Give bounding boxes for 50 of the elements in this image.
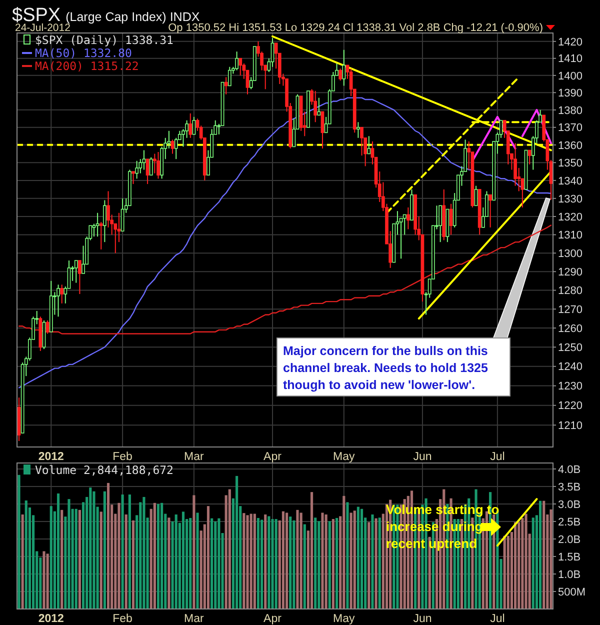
y-tick-label: 1400 — [558, 70, 582, 82]
x-tick-label: 2012 — [38, 613, 64, 625]
y-tick-label: 1380 — [558, 104, 582, 117]
y-tick-label: 2.0B — [558, 534, 581, 546]
x-tick-label: Feb — [112, 451, 132, 463]
x-tick-label: Feb — [112, 613, 132, 625]
y-tick-label: 1310 — [558, 230, 582, 242]
y-tick-label: 3.5B — [558, 481, 581, 494]
y-tick-label: 1230 — [558, 380, 582, 393]
y-tick-label: 1.0B — [558, 568, 581, 581]
x-tick-label: Apr — [264, 613, 282, 625]
x-tick-label: Apr — [264, 451, 282, 463]
y-tick-label: 1350 — [558, 157, 582, 170]
y-tick-label: 1240 — [558, 361, 582, 374]
y-tick-label: 1260 — [558, 322, 582, 335]
y-tick-label: 1210 — [558, 420, 582, 432]
legend-label: $SPX (Daily) 1338.31 — [35, 33, 174, 47]
y-tick-label: 1290 — [558, 266, 582, 278]
x-tick-label: May — [333, 451, 356, 463]
y-tick-label: 1300 — [558, 248, 582, 260]
y-tick-label: 1.5B — [558, 551, 581, 564]
y-tick-label: 1220 — [558, 400, 582, 412]
y-tick-label: 1340 — [558, 175, 582, 188]
y-tick-label: 1320 — [558, 211, 582, 224]
x-tick-label: Mar — [184, 451, 204, 463]
y-tick-label: 1370 — [558, 122, 582, 134]
annotation: Op 1350.52 Hi 1351.53 Lo 1329.24 Cl 1338.31 Vol 2.8B Chg -12.21 (-0.90%) — [168, 22, 543, 34]
legend-label: MA(200) 1315.22 — [35, 59, 139, 73]
legend-label: MA(50) 1332.80 — [35, 46, 132, 60]
annotation: Major concern for the bulls on this channel break. Needs to hold 1325 though to avoid new 'lower-low'. — [283, 344, 488, 392]
y-tick-label: 1410 — [558, 53, 582, 66]
x-tick-label: Mar — [184, 613, 204, 625]
legend-label: Volume 2,844,188,672 — [35, 463, 174, 477]
x-tick-label: Jun — [413, 451, 432, 463]
x-tick-label: May — [333, 613, 356, 625]
y-tick-label: 1330 — [558, 193, 582, 206]
y-tick-label: 1420 — [558, 36, 582, 48]
y-tick-label: 1270 — [558, 304, 582, 316]
y-tick-label: 1280 — [558, 285, 582, 298]
y-tick-label: 2.5B — [558, 516, 581, 528]
y-tick-label: 3.0B — [558, 498, 581, 511]
x-tick-label: Jul — [490, 613, 505, 625]
y-tick-label: 1360 — [558, 140, 582, 152]
x-tick-label: 2012 — [38, 451, 64, 463]
y-tick-label: 4.0B — [558, 464, 581, 476]
x-tick-label: Jun — [413, 613, 432, 625]
x-tick-label: Jul — [490, 451, 505, 463]
y-tick-label: 1390 — [558, 87, 582, 100]
y-tick-label: 1250 — [558, 342, 582, 354]
y-tick-label: 500M — [558, 586, 586, 598]
